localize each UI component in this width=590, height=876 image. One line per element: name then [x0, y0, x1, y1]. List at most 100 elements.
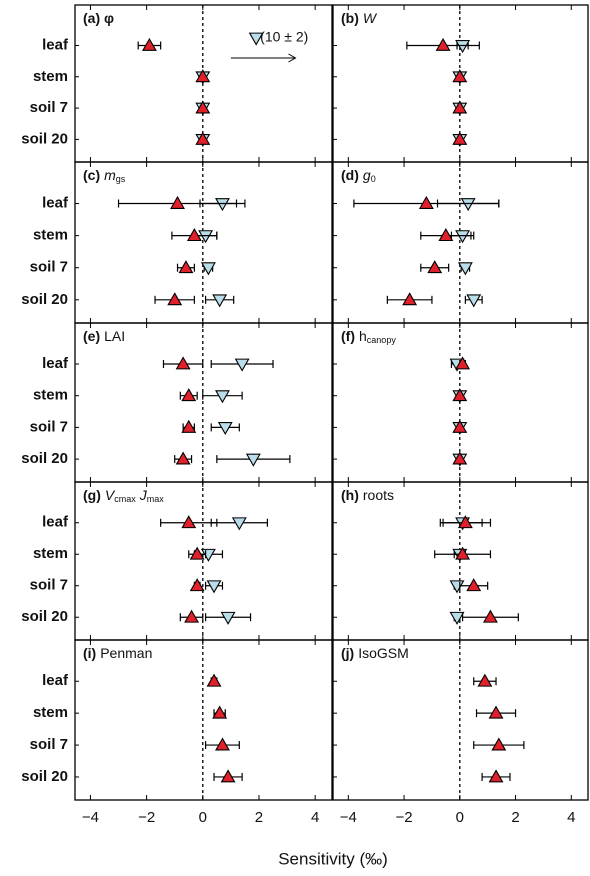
title-part: (b)	[341, 10, 359, 26]
marker	[212, 294, 228, 308]
panel-title: (c) mgs	[83, 167, 126, 185]
marker	[167, 292, 183, 306]
category-label: soil 20	[21, 450, 68, 467]
title-part: IsoGSM	[358, 645, 409, 661]
marker	[175, 356, 191, 370]
panel-frame	[74, 322, 333, 483]
marker	[438, 228, 454, 242]
category-label: soil 20	[21, 768, 68, 785]
marker	[402, 292, 418, 306]
marker	[488, 705, 504, 719]
marker	[220, 769, 236, 783]
marker	[449, 611, 465, 625]
x-tick-label: −2	[396, 809, 413, 826]
category-label: leaf	[42, 194, 69, 211]
panel-title: (i) Penman	[83, 645, 152, 661]
marker	[231, 517, 247, 531]
title-part: 0	[371, 174, 376, 184]
marker	[206, 580, 222, 594]
x-tick-label: 4	[311, 809, 319, 826]
category-label: stem	[33, 68, 68, 85]
marker	[455, 40, 471, 54]
marker	[452, 451, 468, 465]
x-tick-label: 4	[567, 809, 575, 826]
panel-frame	[74, 481, 333, 641]
marker	[175, 451, 191, 465]
category-label: leaf	[42, 36, 69, 53]
annotation: (10 ± 2)	[260, 29, 308, 45]
title-part: (f)	[341, 328, 355, 344]
x-tick-label: −4	[340, 809, 357, 826]
marker	[217, 421, 233, 436]
title-part: (h)	[341, 487, 359, 503]
marker	[234, 358, 250, 372]
panel-title: (g) Vcmax Jmax	[83, 487, 164, 505]
marker	[452, 100, 468, 114]
panel-frame	[332, 639, 589, 801]
marker	[452, 131, 468, 145]
marker	[189, 546, 205, 560]
category-label: soil 7	[30, 99, 68, 116]
category-label: leaf	[42, 514, 69, 531]
x-tick-label: 0	[456, 809, 464, 826]
x-tick-label: 2	[511, 809, 519, 826]
x-axis-label: Sensitivity (‰)	[278, 849, 388, 868]
marker	[206, 673, 222, 687]
marker	[184, 609, 200, 623]
marker	[452, 69, 468, 83]
title-part: (g)	[83, 487, 101, 503]
marker	[477, 673, 493, 687]
x-tick-label: −2	[138, 809, 155, 826]
category-label: soil 20	[21, 291, 68, 308]
marker	[466, 294, 482, 308]
title-part: J	[139, 487, 148, 503]
arrow-head	[288, 53, 297, 63]
marker	[483, 609, 498, 623]
title-part: (e)	[83, 328, 100, 344]
title-part: (i)	[83, 645, 96, 661]
marker	[200, 262, 216, 276]
title-part: V	[105, 487, 116, 503]
marker	[195, 131, 211, 145]
marker	[457, 515, 473, 529]
marker	[178, 260, 194, 274]
x-tick-label: −4	[82, 809, 99, 826]
category-label: soil 7	[30, 577, 68, 594]
title-part: LAI	[104, 328, 125, 344]
marker	[181, 515, 197, 529]
marker	[460, 198, 476, 212]
marker	[181, 419, 197, 433]
marker	[452, 388, 468, 402]
category-label: stem	[33, 227, 68, 244]
marker	[141, 37, 157, 51]
marker	[418, 195, 434, 209]
category-label: stem	[33, 704, 68, 721]
category-label: stem	[33, 387, 68, 404]
panel-title: (d) g0	[341, 167, 376, 185]
marker	[427, 260, 443, 274]
marker	[248, 32, 264, 46]
marker	[186, 228, 202, 242]
title-part: Penman	[100, 645, 152, 661]
title-part: gs	[116, 174, 126, 184]
category-label: soil 20	[21, 608, 68, 625]
title-part: g	[363, 167, 371, 183]
marker	[198, 230, 214, 244]
panel-title: (f) hcanopy	[341, 328, 396, 346]
title-part: (a) φ	[83, 10, 114, 26]
title-part: (c)	[83, 167, 100, 183]
title-part: roots	[363, 487, 394, 503]
marker	[488, 769, 504, 783]
category-label: soil 20	[21, 130, 68, 147]
panel-frame	[74, 639, 333, 801]
marker	[452, 419, 468, 433]
marker	[195, 100, 211, 114]
panel-frame	[332, 161, 589, 324]
marker	[215, 198, 230, 212]
title-part: cmax	[114, 494, 136, 504]
category-label: leaf	[42, 672, 69, 689]
category-label: soil 7	[30, 418, 68, 435]
title-part: canopy	[367, 335, 397, 345]
category-label: stem	[33, 545, 68, 562]
